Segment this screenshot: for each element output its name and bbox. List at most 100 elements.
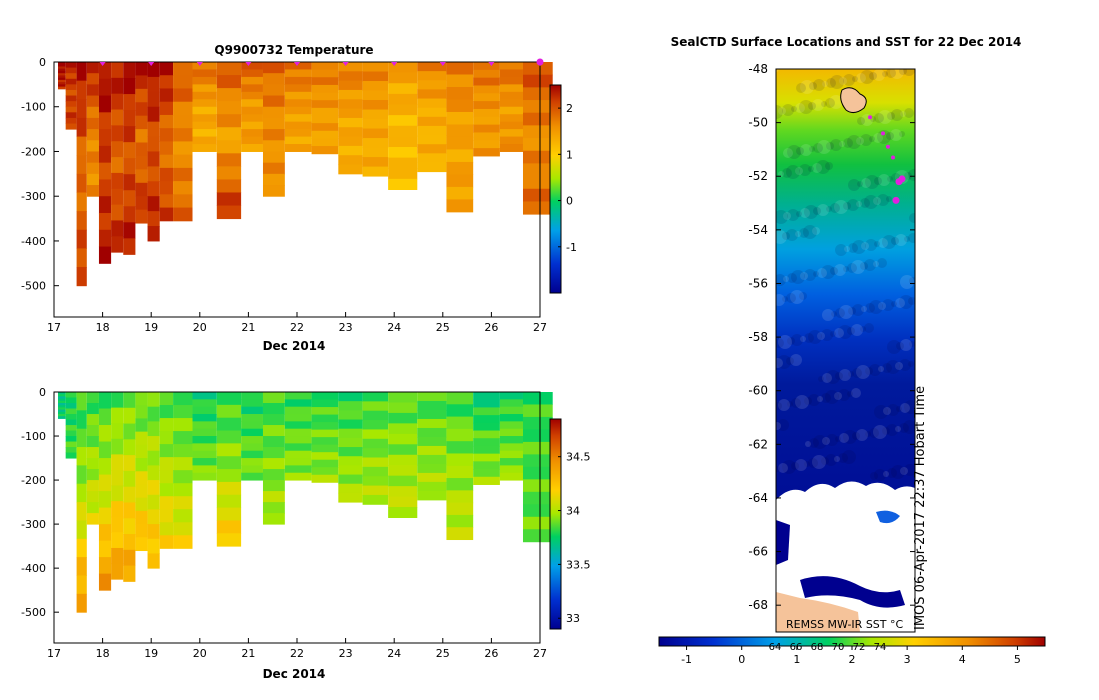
profile-cell [159,141,174,156]
x-tick-label: 19 [144,321,158,334]
profile-cell [262,458,285,470]
overlay-tick-label: 70 [832,642,845,653]
profile-cell [98,212,112,231]
profile-cell [173,114,193,129]
profile-cell [241,443,263,452]
profile-cell [111,204,124,221]
profile-cell [284,91,312,100]
profile-cell [159,496,174,510]
profile-cell [473,69,500,79]
profile-cell [262,392,285,404]
profile-cell [65,408,77,415]
profile-cell [522,87,553,101]
profile-cell [58,64,66,67]
profile-cell [76,117,87,138]
profile-cell [241,144,263,152]
profile-cell [135,537,148,552]
profile-cell [417,436,447,447]
profile-cell [135,155,148,170]
seal-location [868,115,872,120]
profile-cell [446,99,474,113]
profile-cell [111,469,124,487]
profile-cell [216,205,242,220]
profile-cell [159,167,174,182]
profile-cell [473,469,500,478]
seal-location [891,155,895,160]
profile-cell [216,456,242,470]
temperature-y-axis: 0 -100 -200 -300 -400 -500 [21,56,59,293]
profile-cell [446,453,474,467]
profile-cell [135,169,148,184]
profile-cell [362,476,389,487]
profile-cell [173,101,193,116]
profile-cell [362,147,389,158]
profile-cell [417,454,447,465]
x-tick-label: 26 [484,647,498,660]
profile-cell [522,479,553,493]
profile-cell [499,443,523,452]
profile-cell [98,112,112,130]
latitude-label: -48 [748,62,768,76]
profile-cell [522,491,553,505]
profile-cell [473,461,500,470]
profile-cell [362,494,389,505]
profile-cell [446,465,474,479]
colorbar-tick-label: 33.5 [566,558,591,571]
profile-cell [338,62,363,72]
profile-cell [86,425,99,437]
profile-cell [76,229,87,249]
profile-cell [111,220,124,237]
profile-cell [123,423,136,440]
profile-cell [192,458,217,466]
profile-cell [311,452,339,461]
profile-cell [499,428,523,437]
profile-cell [499,465,523,474]
profile-cell [499,399,523,408]
profile-cell [86,84,99,97]
profile-cell [147,136,160,152]
profile-cell [417,153,447,163]
profile-cell [147,211,160,227]
profile-cell [216,179,242,193]
profile-cell [192,472,217,481]
profile-cell [284,129,312,138]
profile-cell [58,414,66,417]
profile-cell [388,433,418,445]
profile-cell [311,77,339,86]
profile-cell [65,112,77,119]
profile-cell [65,84,77,91]
profile-cell [241,84,263,93]
x-tick-label: 26 [484,321,498,334]
profile-cell [311,138,339,147]
profile-cell [362,62,389,73]
temperature-title: Q9900732 Temperature [214,43,373,57]
profile-cell [499,121,523,130]
profile-cell [173,167,193,182]
day-marker [391,62,398,66]
profile-cell [311,130,339,139]
profile-cell [147,76,160,93]
profile-cell [262,95,285,108]
profile-cell [311,62,339,71]
profile-cell [241,414,263,422]
profile-cell [65,425,77,432]
sst-colorbar-ticks: -1 0 1 2 3 4 5 64 66 68 70 72 74 [681,642,1021,666]
profile-cell [147,450,160,466]
profile-cell [65,62,77,69]
profile-cell [284,414,312,422]
profile-cell [135,444,148,459]
profile-cell [173,194,193,209]
profile-cell [216,481,242,496]
profile-cell [338,401,363,411]
day-marker [439,62,446,66]
profile-cell [147,392,160,408]
profile-cell [123,392,136,409]
profile-cell [123,174,136,191]
profile-cell [446,527,474,541]
profile-cell [446,62,474,75]
profile-cell [76,99,87,119]
profile-cell [135,182,148,197]
day-marker [488,62,495,66]
profile-cell [159,535,174,549]
salinity-colorbar-ticks: 34.5 34 33.5 33 [558,451,591,625]
